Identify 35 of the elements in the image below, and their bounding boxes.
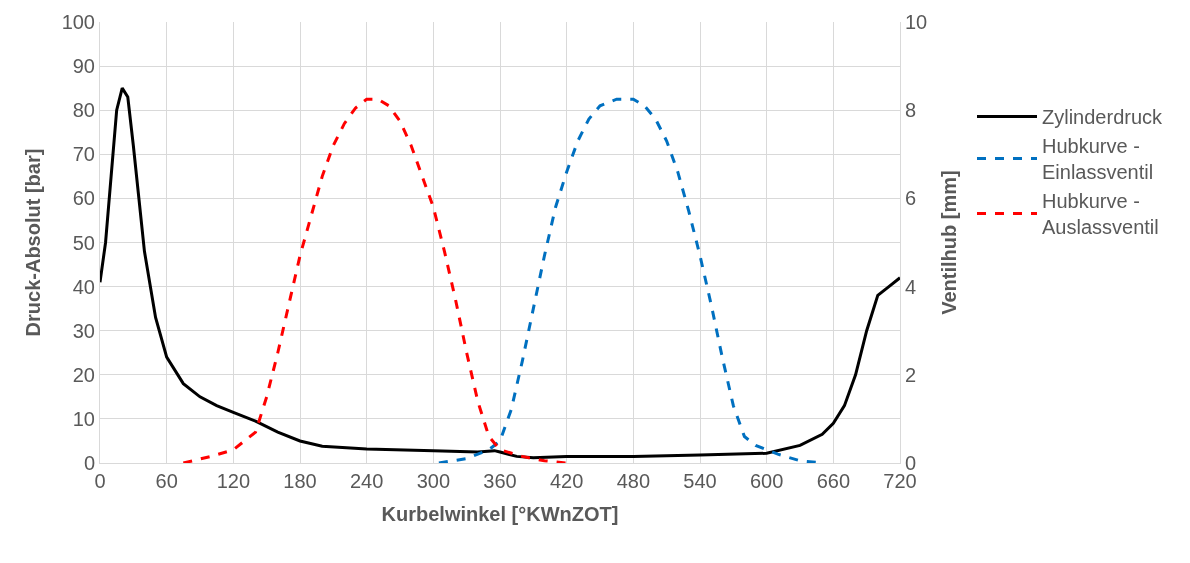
y2-tick-label: 6	[905, 187, 917, 210]
y-tick-label: 50	[72, 231, 95, 254]
y-tick-label: 20	[72, 363, 95, 386]
y-tick-label: 60	[72, 187, 95, 210]
x-tick-label: 300	[416, 470, 451, 492]
line-series	[100, 86, 900, 460]
y-tick-label: 10	[72, 407, 95, 430]
y-tick-label: 80	[72, 99, 95, 122]
y2-tick-label: 2	[905, 363, 917, 386]
legend-label: Hubkurve - Auslassventil	[1042, 190, 1159, 239]
y-tick-label: 100	[61, 11, 95, 33]
x-tick-label: 240	[349, 470, 384, 492]
x-tick-label: 60	[155, 470, 178, 492]
y-axis-title: Druck-Absolut [bar]	[22, 148, 45, 337]
y2-axis-title: Ventilhub [mm]	[937, 170, 960, 315]
legend-label: Zylinderdruck	[1042, 106, 1164, 129]
x-tick-label: 540	[683, 470, 717, 492]
y-tick-label: 0	[83, 452, 95, 474]
y2-tick-label: 4	[905, 275, 917, 298]
x-tick-label: 660	[816, 470, 851, 492]
y-tick-label: 70	[72, 143, 95, 166]
x-tick-label: 180	[283, 470, 317, 492]
x-axis-title: Kurbelwinkel [°KWnZOT]	[381, 502, 619, 525]
y2-tick-label: 8	[905, 99, 917, 122]
x-tick-label: 600	[749, 470, 784, 492]
y-tick-label: 30	[72, 319, 95, 342]
line-series	[181, 97, 569, 463]
y-tick-label: 90	[72, 55, 95, 78]
y2-tick-label: 10	[905, 11, 928, 33]
x-tick-label: 360	[483, 470, 517, 492]
x-tick-label: 420	[549, 470, 584, 492]
legend-label: Hubkurve - Einlassventil	[1042, 135, 1154, 184]
x-tick-label: 480	[616, 470, 651, 492]
y-tick-label: 40	[72, 275, 95, 298]
x-tick-label: 120	[216, 470, 251, 492]
